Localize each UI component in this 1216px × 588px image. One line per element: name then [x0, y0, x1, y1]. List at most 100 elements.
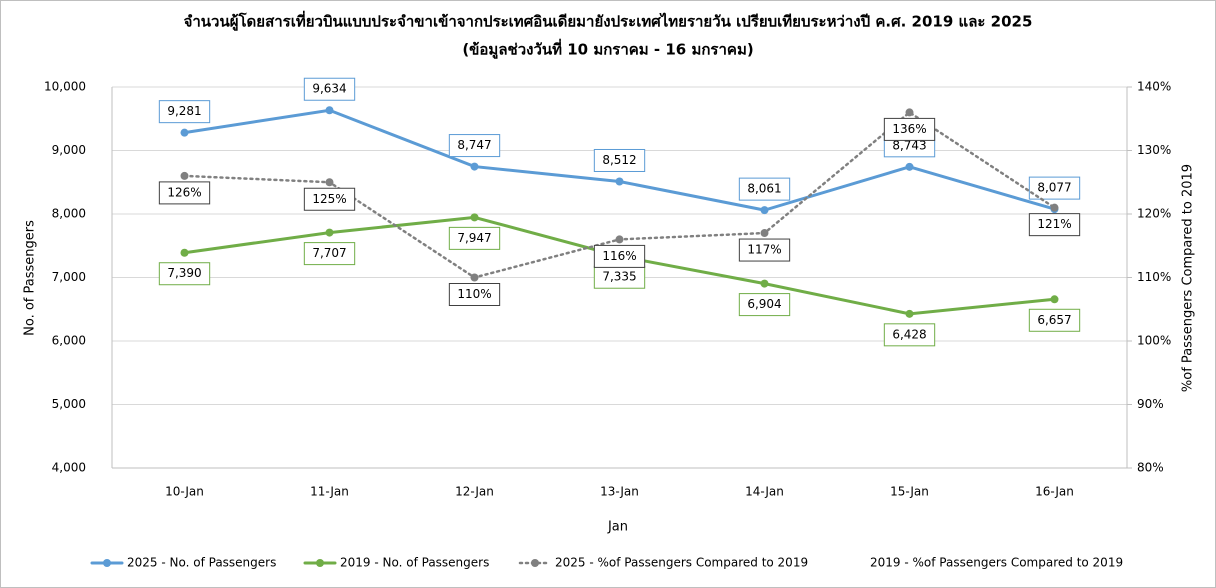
data-label: 125% [303, 187, 356, 211]
data-label: 117% [738, 238, 791, 262]
x-tick-label: 16-Jan [1035, 485, 1074, 499]
data-label-text: 8,743 [892, 138, 926, 152]
data-label-box [738, 177, 791, 201]
data-label: 9,281 [158, 100, 211, 124]
legend-marker [531, 559, 539, 567]
data-label-text: 110% [457, 287, 491, 301]
data-label: 121% [1028, 213, 1081, 237]
x-axis-title: Jan [607, 520, 628, 535]
data-label-box [448, 226, 501, 250]
y2-tick-label: 90% [1137, 397, 1164, 411]
data-label-text: 6,904 [747, 297, 781, 311]
data-label-box [158, 262, 211, 286]
data-label-text: 9,281 [167, 104, 201, 118]
data-label: 6,428 [883, 323, 936, 347]
data-label-text: 8,512 [602, 153, 636, 167]
data-point [470, 213, 479, 222]
data-point [760, 206, 769, 215]
y2-tick-label: 100% [1137, 334, 1171, 348]
y-tick-label: 4,000 [52, 461, 86, 475]
data-label-box [1028, 176, 1081, 200]
y2-tick-label: 120% [1137, 207, 1171, 221]
data-point [905, 309, 914, 318]
data-label: 7,947 [448, 226, 501, 250]
data-label: 7,707 [303, 242, 356, 266]
data-label-text: 117% [747, 243, 781, 257]
data-label-text: 6,657 [1037, 313, 1071, 327]
legend-label: 2019 - No. of Passengers [340, 556, 489, 570]
data-label-text: 7,335 [602, 270, 636, 284]
chart-subtitle: (ข้อมูลช่วงวันที่ 10 มกราคม - 16 มกราคม) [462, 39, 753, 60]
data-label: 110% [448, 283, 501, 306]
data-point [615, 235, 624, 244]
data-label-box [158, 181, 211, 205]
data-label: 8,747 [448, 134, 501, 158]
y2-tick-label: 140% [1137, 80, 1171, 94]
data-label: 7,335 [593, 265, 646, 289]
data-label: 6,904 [738, 293, 791, 317]
data-point [470, 162, 479, 171]
data-label-box [303, 77, 356, 101]
data-point [180, 248, 189, 257]
data-label: 116% [593, 244, 646, 268]
data-label-box [883, 117, 936, 141]
data-label-box [883, 323, 936, 347]
x-tick-label: 10-Jan [165, 485, 204, 499]
data-label-text: 9,634 [312, 82, 346, 96]
x-tick-label: 14-Jan [745, 485, 784, 499]
y-tick-label: 6,000 [52, 334, 86, 348]
data-point [1050, 295, 1059, 304]
y2-tick-label: 130% [1137, 143, 1171, 157]
data-label-box [738, 293, 791, 317]
data-point [180, 171, 189, 180]
x-tick-label: 11-Jan [310, 485, 349, 499]
data-point [470, 273, 479, 282]
data-point [180, 128, 189, 137]
data-label-box [448, 283, 501, 306]
data-label-text: 121% [1037, 217, 1071, 231]
data-label-box [593, 148, 646, 172]
data-point [325, 228, 334, 237]
data-label-text: 6,428 [892, 327, 926, 341]
data-label-text: 8,747 [457, 138, 491, 152]
data-label: 6,657 [1028, 308, 1081, 332]
data-label: 126% [158, 181, 211, 205]
data-label-text: 7,947 [457, 231, 491, 245]
data-label-text: 126% [167, 185, 201, 199]
data-label-text: 8,061 [747, 182, 781, 196]
data-label: 8,512 [593, 148, 646, 172]
x-tick-label: 13-Jan [600, 485, 639, 499]
data-point [905, 162, 914, 171]
y-tick-label: 9,000 [52, 143, 86, 157]
legend-marker [316, 559, 324, 567]
data-label-text: 7,390 [167, 266, 201, 280]
data-label: 8,077 [1028, 176, 1081, 200]
legend-label: 2025 - No. of Passengers [127, 556, 276, 570]
legend-marker [103, 559, 111, 567]
data-label-box [593, 244, 646, 268]
data-label: 136% [883, 117, 936, 141]
data-label: 9,634 [303, 77, 356, 101]
legend-label: 2025 - %of Passengers Compared to 2019 [555, 556, 808, 570]
data-label-text: 8,077 [1037, 181, 1071, 195]
legend-label: 2019 - %of Passengers Compared to 2019 [870, 556, 1123, 570]
data-label: 8,061 [738, 177, 791, 201]
data-label-box [1028, 213, 1081, 237]
y-tick-label: 10,000 [44, 80, 86, 94]
data-label-box [448, 134, 501, 158]
data-label-box [303, 187, 356, 211]
data-label-box [738, 238, 791, 262]
x-tick-label: 15-Jan [890, 485, 929, 499]
data-point [760, 229, 769, 238]
y2-tick-label: 110% [1137, 270, 1171, 284]
data-point [1050, 203, 1059, 212]
chart-title: จำนวนผู้โดยสารเที่ยวบินแบบประจำขาเข้าจาก… [184, 11, 1033, 32]
data-label: 7,390 [158, 262, 211, 286]
data-label-box [158, 100, 211, 124]
data-label-box [1028, 308, 1081, 332]
data-label-text: 116% [602, 249, 636, 263]
y-tick-label: 7,000 [52, 270, 86, 284]
